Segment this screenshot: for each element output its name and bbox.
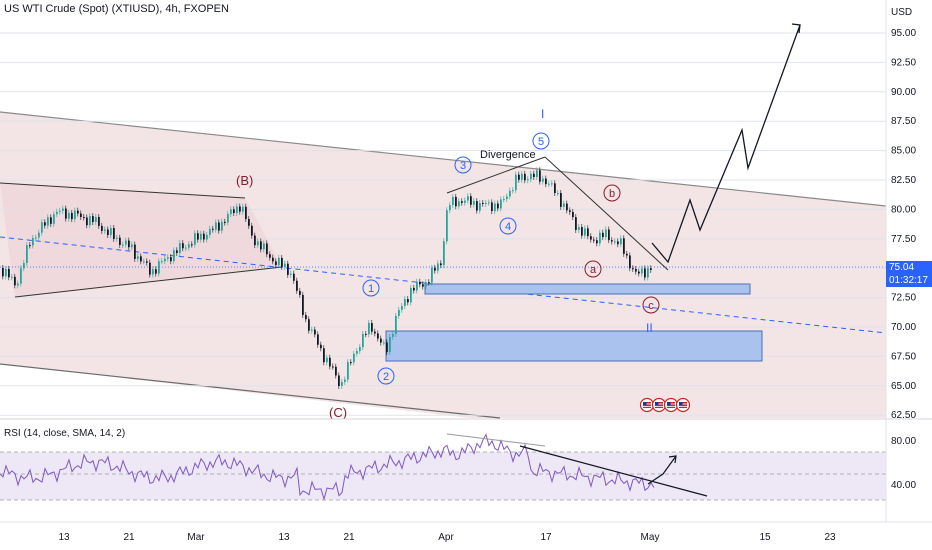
date-tick: 13	[58, 532, 70, 543]
price-tick: 87.50	[891, 116, 916, 127]
date-tick: 15	[759, 532, 771, 543]
price-tick: 62.50	[891, 410, 916, 421]
us-flag-event-icon[interactable]	[675, 397, 691, 413]
triangle-upper-line	[0, 182, 246, 199]
date-tick: 17	[540, 532, 552, 543]
wave-circle-4: 4	[499, 217, 517, 235]
svg-text:c: c	[648, 300, 654, 312]
divergence-line-right	[544, 156, 669, 271]
rsi-title: RSI (14, close, SMA, 14, 2)	[4, 428, 126, 439]
price-tick: 92.50	[891, 57, 916, 68]
svg-text:2: 2	[383, 371, 389, 383]
date-tick: 13	[278, 532, 290, 543]
wave-label-I: I	[541, 107, 544, 121]
svg-text:3: 3	[460, 160, 466, 172]
wave-circle-2: 2	[377, 367, 395, 385]
wave-label-B: (B)	[236, 173, 253, 188]
price-tick: 77.50	[891, 234, 916, 245]
date-tick: 21	[123, 532, 135, 543]
last-price-badge: 75.04	[886, 261, 932, 274]
price-tick: 95.00	[891, 28, 916, 39]
svg-text:4: 4	[505, 221, 511, 233]
date-tick: May	[641, 532, 660, 543]
time-axis[interactable]: 13 21 Mar 13 21 Apr 17 May 15 23	[58, 532, 836, 543]
rsi-trend-line	[519, 445, 708, 497]
svg-text:1: 1	[368, 283, 374, 295]
triangle-lower-line	[14, 266, 283, 298]
wave-circle-3: 3	[454, 156, 472, 174]
projection-path	[651, 24, 801, 264]
chart-title: US WTI Crude (Spot) (XTIUSD), 4h, FXOPEN	[4, 3, 229, 15]
price-tick: 85.00	[891, 146, 916, 157]
svg-text:5: 5	[538, 136, 544, 148]
date-tick: Mar	[187, 532, 205, 543]
date-tick: Apr	[438, 532, 454, 543]
wave-circle-a: a	[584, 260, 602, 278]
price-tick: 90.00	[891, 87, 916, 98]
us-flag-event-icon[interactable]	[651, 397, 667, 413]
price-tick: 80.00	[891, 204, 916, 215]
rsi-tick-80: 80.00	[891, 436, 916, 447]
price-tick: 70.00	[891, 322, 916, 333]
wave-circle-1: 1	[362, 279, 380, 297]
rsi-projection-path	[647, 455, 677, 485]
price-tick: 67.50	[891, 351, 916, 362]
svg-text:a: a	[590, 264, 597, 276]
channel-upper-line	[0, 111, 887, 207]
wave-label-II: II	[646, 321, 653, 335]
triangle-pattern	[0, 183, 282, 297]
price-tick: 72.50	[891, 293, 916, 304]
date-tick: 23	[824, 532, 836, 543]
price-tick: 65.00	[891, 381, 916, 392]
wave-circle-5: 5	[532, 132, 550, 150]
event-flags[interactable]	[639, 397, 691, 413]
date-tick: 21	[343, 532, 355, 543]
price-axis[interactable]: 95.00 92.50 90.00 87.50 85.00 82.50 80.00 77.50…	[891, 28, 916, 421]
us-flag-event-icon[interactable]	[663, 397, 679, 413]
us-flag-event-icon[interactable]	[639, 397, 655, 413]
wave-label-C: (C)	[329, 405, 347, 420]
divergence-label: Divergence	[480, 149, 536, 161]
countdown-badge: 01:32:17	[886, 274, 932, 287]
price-tick: 82.50	[891, 175, 916, 186]
projection-arrow-head	[791, 23, 801, 34]
svg-text:b: b	[609, 188, 615, 200]
rsi-tick-40: 40.00	[891, 480, 916, 491]
rsi-divergence-line	[446, 433, 546, 447]
support-zone-upper[interactable]	[424, 283, 751, 295]
wave-circle-b: b	[603, 184, 621, 202]
rsi-projection-arrow-head	[668, 455, 677, 464]
divergence-line-left	[446, 156, 546, 194]
support-zone-lower[interactable]	[385, 330, 763, 362]
wave-circle-c: c	[642, 296, 660, 314]
rsi-line	[0, 433, 655, 501]
currency-label: USD	[891, 7, 913, 18]
candlestick-series	[2, 167, 652, 390]
channel-lower-line	[0, 363, 501, 419]
